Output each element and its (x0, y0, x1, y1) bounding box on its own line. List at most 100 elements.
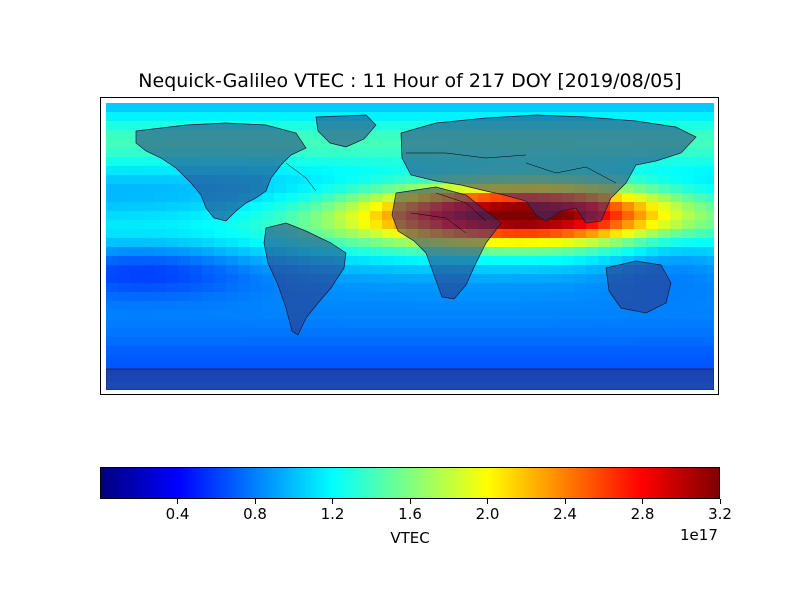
heatmap-cell (514, 283, 527, 293)
heatmap-cell (478, 355, 491, 365)
heatmap-cell (634, 103, 647, 113)
heatmap-cell (634, 256, 647, 266)
heatmap-cell (418, 310, 431, 320)
heatmap-cell (226, 301, 239, 311)
heatmap-cell (322, 157, 335, 167)
heatmap-cell (574, 256, 587, 266)
heatmap-cell (622, 229, 635, 239)
heatmap-cell (178, 283, 191, 293)
heatmap-cell (370, 328, 383, 338)
heatmap-cell (658, 166, 671, 176)
heatmap-cell (214, 292, 227, 302)
heatmap-cell (622, 112, 635, 122)
heatmap-cell (106, 247, 119, 257)
heatmap-cell (574, 238, 587, 248)
heatmap-cell (298, 319, 311, 329)
heatmap-cell (250, 256, 263, 266)
heatmap-cell (346, 355, 359, 365)
heatmap-cell (154, 310, 167, 320)
heatmap-cell (202, 337, 215, 347)
heatmap-cell (646, 103, 659, 113)
heatmap-cell (370, 301, 383, 311)
heatmap-cell (202, 355, 215, 365)
heatmap-cell (634, 238, 647, 248)
colorbar-tick-label: 2.8 (630, 505, 655, 523)
heatmap-cell (298, 337, 311, 347)
heatmap-cell (262, 103, 275, 113)
heatmap-cell (226, 328, 239, 338)
heatmap-cell (682, 112, 695, 122)
heatmap-cell (142, 166, 155, 176)
heatmap-cell (490, 283, 503, 293)
heatmap-cell (238, 346, 251, 356)
heatmap-cell (454, 337, 467, 347)
heatmap-cell (622, 319, 635, 329)
heatmap-cell (490, 310, 503, 320)
heatmap-cell (190, 202, 203, 212)
heatmap-cell (586, 229, 599, 239)
heatmap-cell (682, 202, 695, 212)
heatmap-cell (502, 319, 515, 329)
heatmap-cell (118, 274, 131, 284)
heatmap-cell (142, 283, 155, 293)
heatmap-cell (502, 283, 515, 293)
heatmap-cell (598, 265, 611, 275)
heatmap-cell (298, 346, 311, 356)
heatmap-cell (106, 292, 119, 302)
heatmap-cell (526, 247, 539, 257)
heatmap-cell (154, 247, 167, 257)
heatmap-cell (202, 328, 215, 338)
heatmap-cell (166, 166, 179, 176)
heatmap-cell (106, 274, 119, 284)
heatmap-cell (166, 193, 179, 203)
heatmap-cell (202, 238, 215, 248)
heatmap-cell (166, 319, 179, 329)
heatmap-cell (118, 112, 131, 122)
heatmap-cell (262, 355, 275, 365)
heatmap-cell (154, 157, 167, 167)
heatmap-cell (694, 274, 707, 284)
heatmap-cell (562, 328, 575, 338)
heatmap-cell (190, 256, 203, 266)
heatmap-cell (622, 328, 635, 338)
heatmap-cell (346, 265, 359, 275)
heatmap-cell (262, 337, 275, 347)
heatmap-cell (154, 301, 167, 311)
heatmap-cell (394, 130, 407, 140)
heatmap-cell (574, 319, 587, 329)
heatmap-cell (358, 355, 371, 365)
heatmap-cell (166, 274, 179, 284)
colorbar-tick-mark (254, 499, 256, 504)
heatmap-cell (358, 328, 371, 338)
heatmap-cell (706, 310, 714, 320)
heatmap-cell (706, 274, 714, 284)
heatmap-cell (682, 220, 695, 230)
heatmap-cell (106, 121, 119, 131)
heatmap-cell (142, 148, 155, 158)
heatmap-cell (346, 184, 359, 194)
heatmap-cell (370, 121, 383, 131)
heatmap-cell (490, 355, 503, 365)
heatmap-cell (334, 184, 347, 194)
heatmap-cell (358, 175, 371, 185)
heatmap-cell (550, 238, 563, 248)
heatmap-cell (466, 346, 479, 356)
heatmap-cell (598, 238, 611, 248)
heatmap-cell (166, 337, 179, 347)
heatmap-cell (370, 346, 383, 356)
heatmap-cell (418, 256, 431, 266)
heatmap-cell (358, 283, 371, 293)
heatmap-cell (202, 103, 215, 113)
heatmap-cell (274, 211, 287, 221)
heatmap-cell (142, 229, 155, 239)
heatmap-cell (286, 184, 299, 194)
heatmap-cell (658, 355, 671, 365)
heatmap-cell (490, 346, 503, 356)
heatmap-cell (106, 175, 119, 185)
heatmap-cell (118, 103, 131, 113)
heatmap-cell (562, 238, 575, 248)
heatmap-cell (262, 310, 275, 320)
heatmap-cell (358, 148, 371, 158)
heatmap-cell (382, 355, 395, 365)
heatmap-cell (394, 310, 407, 320)
